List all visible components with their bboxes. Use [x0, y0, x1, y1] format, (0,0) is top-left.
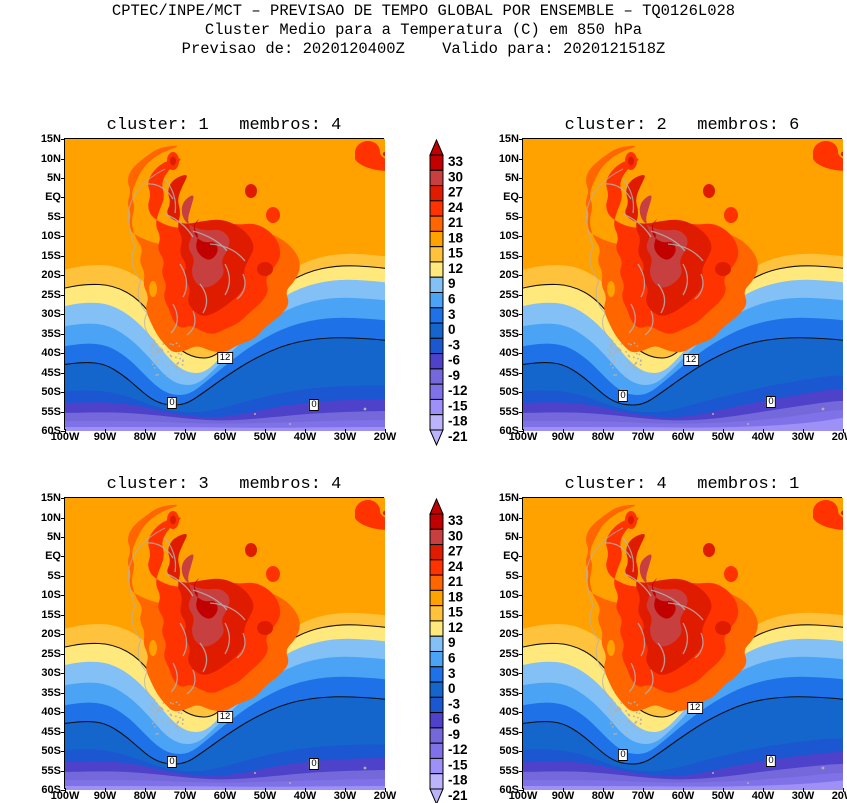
- svg-text:27: 27: [448, 185, 463, 200]
- svg-text:33: 33: [448, 513, 464, 528]
- svg-text:15: 15: [448, 605, 464, 620]
- svg-text:18: 18: [448, 589, 464, 604]
- svg-text:24: 24: [448, 200, 464, 215]
- svg-text:21: 21: [448, 215, 464, 230]
- svg-text:30: 30: [448, 169, 463, 184]
- svg-text:-9: -9: [448, 368, 460, 383]
- svg-text:-15: -15: [448, 757, 468, 772]
- svg-text:6: 6: [448, 651, 456, 666]
- svg-text:-12: -12: [448, 742, 468, 757]
- svg-text:0: 0: [448, 322, 456, 337]
- svg-text:-12: -12: [448, 383, 468, 398]
- svg-text:12: 12: [448, 261, 463, 276]
- svg-text:27: 27: [448, 544, 463, 559]
- svg-text:-18: -18: [448, 414, 468, 429]
- svg-text:-21: -21: [448, 788, 468, 803]
- svg-text:-15: -15: [448, 398, 468, 413]
- svg-text:24: 24: [448, 559, 464, 574]
- svg-text:-18: -18: [448, 773, 468, 788]
- svg-text:15: 15: [448, 246, 464, 261]
- svg-text:21: 21: [448, 574, 464, 589]
- svg-text:0: 0: [448, 681, 456, 696]
- svg-text:-9: -9: [448, 727, 460, 742]
- svg-text:6: 6: [448, 292, 456, 307]
- svg-text:12: 12: [448, 620, 463, 635]
- svg-text:-6: -6: [448, 353, 460, 368]
- svg-text:33: 33: [448, 154, 464, 169]
- svg-text:18: 18: [448, 230, 464, 245]
- svg-text:-3: -3: [448, 337, 460, 352]
- svg-text:9: 9: [448, 635, 456, 650]
- svg-text:9: 9: [448, 276, 456, 291]
- svg-text:-3: -3: [448, 696, 460, 711]
- svg-text:30: 30: [448, 528, 463, 543]
- svg-text:-21: -21: [448, 429, 468, 444]
- svg-text:-6: -6: [448, 712, 460, 727]
- svg-text:3: 3: [448, 666, 456, 681]
- svg-text:3: 3: [448, 307, 456, 322]
